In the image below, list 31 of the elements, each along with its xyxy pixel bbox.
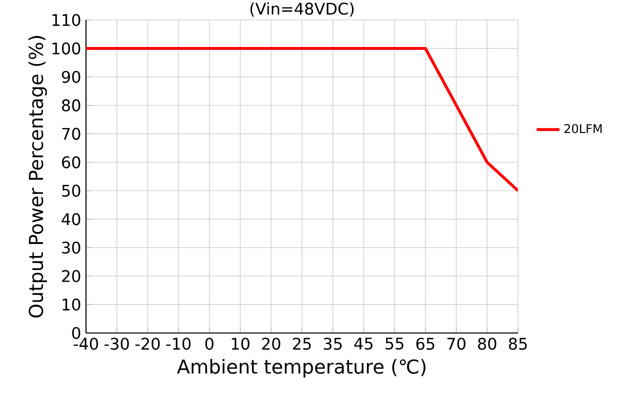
- x-tick-label: -10: [166, 338, 191, 350]
- y-tick-label: 60: [62, 156, 80, 168]
- y-tick-label: 10: [62, 298, 80, 311]
- x-tick-label: 65: [416, 338, 434, 350]
- x-tick-label: -40: [74, 338, 98, 350]
- x-tick-label: 80: [478, 338, 496, 350]
- x-tick-label: 45: [354, 338, 372, 350]
- y-axis-title: Output Power Percentage (%): [28, 36, 47, 318]
- y-tick-label: 40: [62, 213, 80, 226]
- x-tick-label: 35: [324, 338, 342, 350]
- y-tick-label: 70: [62, 128, 80, 140]
- y-tick-label: 80: [62, 99, 80, 112]
- y-tick-label: 20: [62, 270, 80, 282]
- x-tick-label: 25: [292, 338, 311, 350]
- x-tick-label: 0: [205, 338, 214, 350]
- y-tick-label: 50: [62, 184, 80, 197]
- chart-title: (Vin=48VDC): [250, 2, 354, 17]
- x-tick-label: -30: [104, 338, 129, 350]
- x-tick-label: 70: [447, 338, 466, 350]
- legend-label: 20LFM: [564, 124, 602, 134]
- x-tick-label: 20: [262, 338, 280, 350]
- x-tick-label: 55: [386, 338, 404, 350]
- x-axis-title: Ambient temperature (℃): [176, 358, 426, 378]
- x-tick-label: 85: [508, 338, 527, 350]
- y-tick-label: 90: [62, 70, 80, 83]
- y-tick-label: 30: [62, 242, 80, 254]
- x-tick-label: 10: [232, 338, 250, 350]
- y-tick-label: 110: [52, 14, 80, 26]
- y-tick-label: 100: [52, 42, 80, 55]
- y-tick-label: 0: [72, 326, 80, 340]
- x-tick-label: -20: [135, 338, 160, 350]
